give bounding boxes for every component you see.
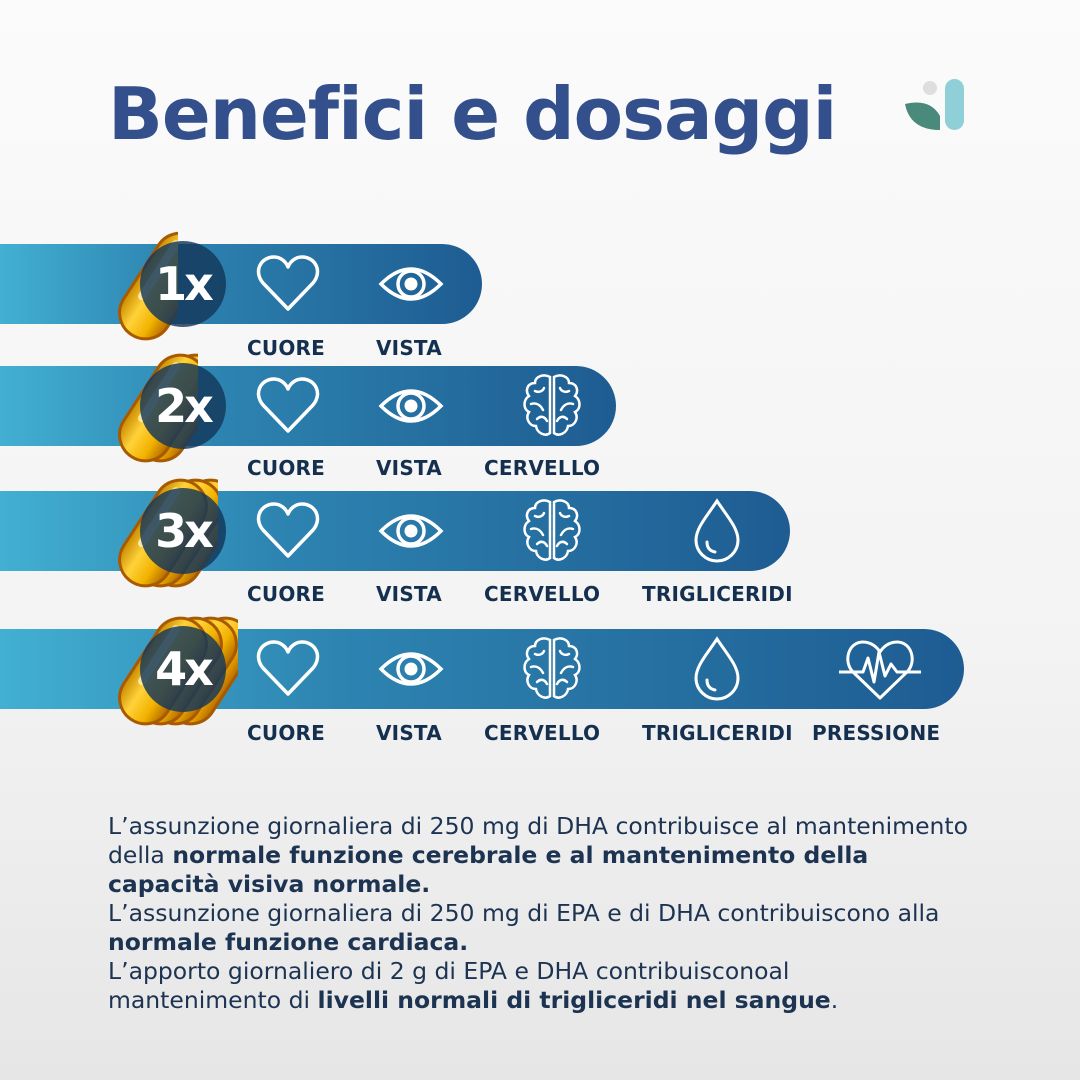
brain-icon: [517, 496, 587, 566]
dosage-badge: 3x: [140, 488, 226, 574]
claim-epa-dha-heart: L’assunzione giornaliera di 250 mg di EP…: [108, 899, 940, 956]
brain-icon: [517, 371, 587, 441]
benefit-label: CERVELLO: [484, 721, 601, 745]
benefit-label: CERVELLO: [484, 582, 601, 606]
eye-icon: [376, 249, 446, 319]
benefit-label: VISTA: [376, 721, 442, 745]
brain-icon: [517, 634, 587, 704]
benefit-label: VISTA: [376, 336, 442, 360]
eye-icon: [376, 496, 446, 566]
benefit-label: CUORE: [247, 582, 325, 606]
benefit-label: VISTA: [376, 582, 442, 606]
benefit-label: CUORE: [247, 721, 325, 745]
dosage-badge: 1x: [140, 241, 226, 327]
benefit-label: CUORE: [247, 336, 325, 360]
benefit-label: VISTA: [376, 456, 442, 480]
heart-icon: [253, 371, 323, 441]
drop-icon: [682, 634, 752, 704]
claim-dha-brain-vision: L’assunzione giornaliera di 250 mg di DH…: [108, 812, 969, 898]
page-title: Benefici e dosaggi: [108, 72, 837, 156]
brand-logo-icon: [905, 79, 964, 130]
heart-icon: [253, 249, 323, 319]
drop-icon: [682, 496, 752, 566]
heart-icon: [253, 496, 323, 566]
benefit-label: TRIGLICERIDI: [642, 721, 793, 745]
heart-icon: [253, 634, 323, 704]
dosage-bar: [0, 244, 482, 324]
benefit-label: CERVELLO: [484, 456, 601, 480]
eye-icon: [376, 371, 446, 441]
claim-epa-dha-triglycerides: L’apporto giornaliero di 2 g di EPA e DH…: [108, 957, 839, 1014]
dosage-badge: 4x: [140, 626, 226, 712]
dosage-badge: 2x: [140, 363, 226, 449]
benefit-label: TRIGLICERIDI: [642, 582, 793, 606]
benefit-label: CUORE: [247, 456, 325, 480]
eye-icon: [376, 634, 446, 704]
benefit-label: PRESSIONE: [812, 721, 941, 745]
heart-pulse-icon: [835, 634, 925, 704]
health-claims: L’assunzione giornaliera di 250 mg di DH…: [108, 812, 968, 1015]
